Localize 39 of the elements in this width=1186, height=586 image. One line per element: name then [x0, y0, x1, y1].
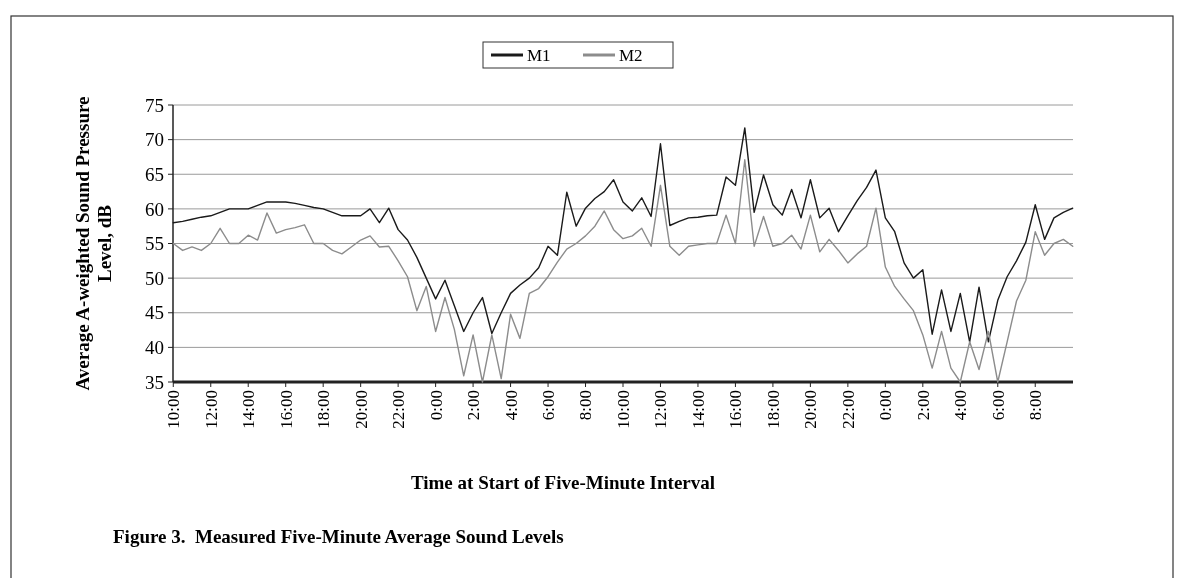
x-tick-label: 14:00	[688, 390, 708, 429]
y-tick-label: 55	[145, 233, 164, 255]
x-tick-label: 6:00	[539, 390, 558, 421]
y-tick-label: 75	[145, 94, 164, 116]
x-tick-label: 22:00	[838, 390, 858, 429]
line-series	[172, 159, 1074, 383]
y-tick-label: 50	[145, 267, 164, 289]
x-tick-label: 16:00	[726, 390, 746, 429]
x-tick-label: 12:00	[651, 390, 671, 429]
x-tick-label: 2:00	[464, 390, 484, 421]
x-tick-label: 22:00	[389, 390, 409, 429]
x-tick-label: 0:00	[426, 390, 446, 421]
x-axis-title: Time at Start of Five-Minute Interval	[410, 472, 716, 493]
y-tick-label: 60	[145, 198, 164, 220]
x-tick-label: 4:00	[501, 390, 521, 421]
x-tick-label: 18:00	[763, 390, 783, 429]
x-tick-label: 4:00	[951, 390, 971, 421]
x-tick-label: 8:00	[576, 390, 596, 421]
x-tick-label: 20:00	[801, 390, 821, 429]
legend-label: M1	[527, 45, 551, 65]
x-tick-label: 10:00	[613, 390, 633, 429]
legend-label: M2	[619, 45, 643, 65]
x-tick-label: 8:00	[1026, 390, 1046, 421]
x-tick-label: 12:00	[201, 390, 221, 429]
x-tick-label: 18:00	[314, 390, 334, 429]
x-tick-label: 0:00	[876, 390, 896, 421]
y-tick-label: 35	[145, 371, 164, 393]
y-axis-title: Average A-weighted Sound Pressure Level, dB	[72, 96, 116, 391]
y-tick-label: 45	[145, 302, 164, 324]
x-tick-label: 10:00	[164, 390, 184, 429]
y-tick-label: 40	[145, 337, 164, 359]
text: Figure 3. Measured Five-Minute Average Sound Levels	[113, 526, 564, 547]
y-tick-label: 65	[145, 163, 164, 185]
x-tick-label: 16:00	[276, 390, 296, 429]
x-tick-label: 2:00	[913, 390, 933, 421]
x-tick-label: 6:00	[988, 390, 1008, 421]
y-tick-label: 70	[145, 129, 164, 151]
x-tick-label: 14:00	[239, 390, 259, 429]
x-tick-label: 20:00	[351, 390, 371, 429]
